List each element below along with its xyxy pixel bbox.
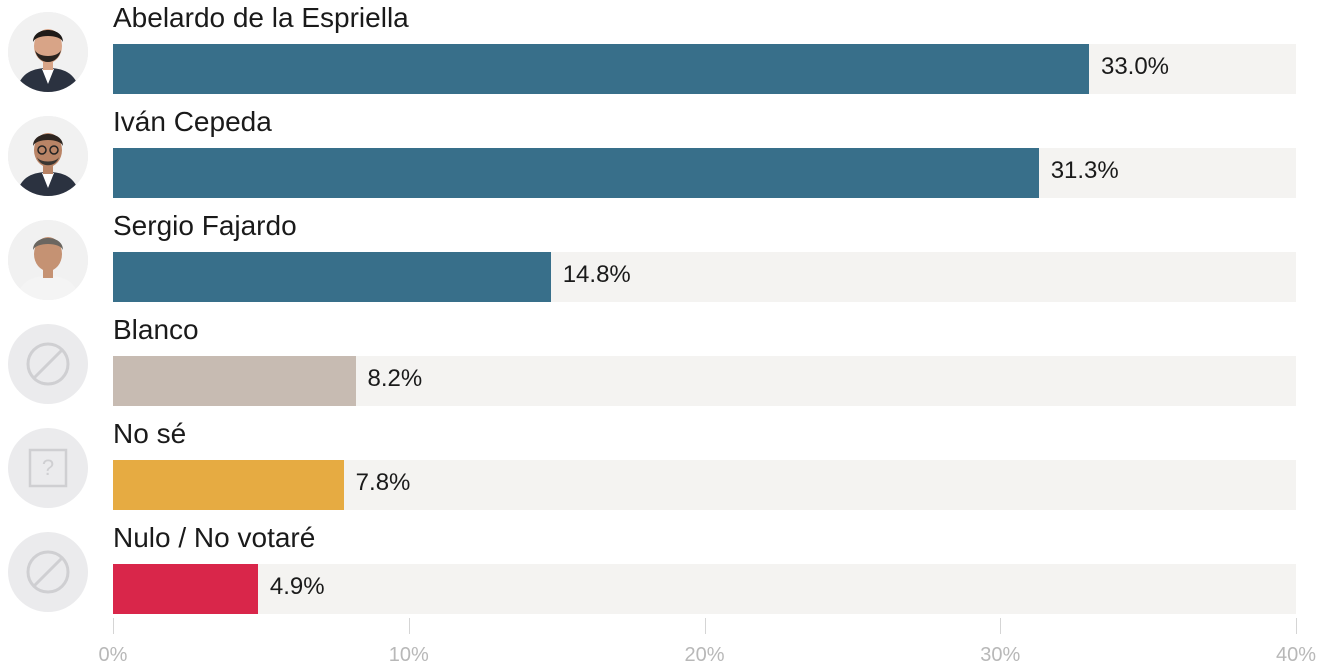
bar-track: 7.8% (113, 460, 1296, 510)
data-label: 33.0% (1100, 53, 1170, 80)
bar-label: Nulo / No votaré (113, 522, 316, 553)
bar-row: Sergio Fajardo 14.8% (0, 208, 1320, 312)
bar-track: 14.8% (113, 252, 1296, 302)
tick-label: 0% (98, 644, 128, 666)
data-label: 14.8% (562, 261, 631, 288)
bar (113, 356, 356, 406)
tick-label: 20% (684, 644, 725, 666)
tick-mark (705, 618, 706, 634)
tick-label: 40% (1275, 644, 1317, 666)
data-label: 8.2% (367, 365, 423, 392)
bar-row: Iván Cepeda 31.3% (0, 104, 1320, 208)
data-label: 7.8% (355, 469, 411, 496)
candidate-photo (8, 116, 88, 196)
bar-track: 31.3% (113, 148, 1296, 198)
question-box-icon: ? (8, 428, 88, 508)
tick-mark (113, 618, 114, 634)
bar-track: 33.0% (113, 44, 1296, 94)
bar (113, 252, 551, 302)
bar (113, 148, 1039, 198)
x-axis: 0% 10% 20% 30% 40% (0, 618, 1320, 667)
bar-label: Iván Cepeda (113, 106, 272, 137)
prohibited-icon (8, 324, 88, 404)
bar-row: Blanco 8.2% (0, 312, 1320, 416)
prohibited-icon (8, 532, 88, 612)
bar (113, 44, 1089, 94)
data-label: 4.9% (269, 573, 325, 600)
bar-label: Sergio Fajardo (113, 210, 297, 241)
bar-label: No sé (113, 418, 187, 449)
tick-mark (1296, 618, 1297, 634)
bar-track: 8.2% (113, 356, 1296, 406)
bar-track: 4.9% (113, 564, 1296, 614)
bar-label: Abelardo de la Espriella (113, 2, 409, 33)
data-label: 31.3% (1050, 157, 1119, 184)
bar-row: Nulo / No votaré 4.9% (0, 520, 1320, 624)
bar (113, 564, 258, 614)
bar-row: ? No sé 7.8% (0, 416, 1320, 520)
bar-row: Abelardo de la Espriella 33.0% (0, 0, 1320, 104)
bar-label: Blanco (113, 314, 199, 345)
tick-mark (409, 618, 410, 634)
candidate-photo (8, 220, 88, 300)
tick-mark (1000, 618, 1001, 634)
svg-text:?: ? (42, 455, 54, 480)
bar (113, 460, 344, 510)
tick-label: 30% (980, 644, 1021, 666)
tick-label: 10% (388, 644, 429, 666)
candidate-photo (8, 12, 88, 92)
